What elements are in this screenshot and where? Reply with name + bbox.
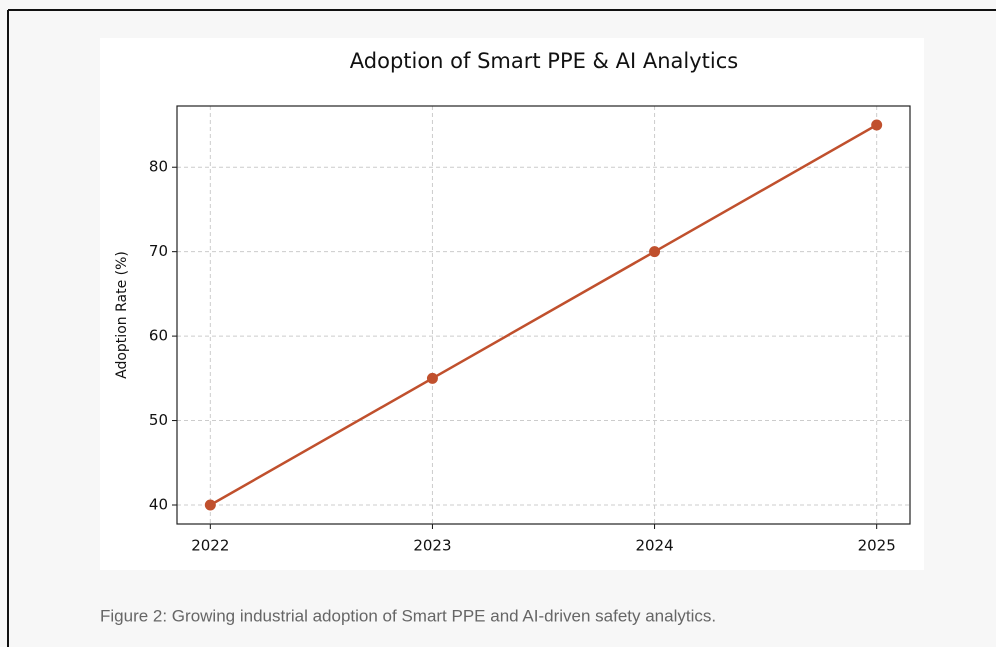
y-tick-label: 70 xyxy=(149,242,168,260)
x-tick-label: 2024 xyxy=(635,537,673,555)
caption: Figure 2: Growing industrial adoption of… xyxy=(100,606,716,625)
y-tick-label: 60 xyxy=(149,327,168,345)
x-tick-label: 2023 xyxy=(413,537,451,555)
line xyxy=(209,123,878,507)
y-tick-label: 50 xyxy=(149,411,168,429)
point xyxy=(204,499,216,511)
chart-title: Adoption of Smart PPE & AI Analytics xyxy=(350,49,738,73)
point xyxy=(426,372,438,384)
point xyxy=(649,246,661,258)
y-axis-label: Adoption Rate (%) xyxy=(114,251,130,379)
y-tick-label: 40 xyxy=(149,496,168,514)
figure-panel xyxy=(100,38,924,570)
x-tick-label: 2022 xyxy=(191,537,229,555)
y-tick-label: 80 xyxy=(149,158,168,176)
point xyxy=(871,119,883,131)
x-tick-label: 2025 xyxy=(858,537,896,555)
plot-frame xyxy=(176,105,911,525)
